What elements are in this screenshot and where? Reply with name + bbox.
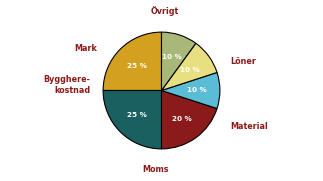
Wedge shape bbox=[162, 32, 196, 90]
Text: 25 %: 25 % bbox=[127, 63, 147, 69]
Text: 10 %: 10 % bbox=[162, 54, 182, 60]
Text: Mark: Mark bbox=[74, 44, 97, 53]
Text: Material: Material bbox=[230, 122, 268, 131]
Wedge shape bbox=[162, 90, 217, 149]
Text: Löner: Löner bbox=[230, 57, 256, 66]
Text: 10 %: 10 % bbox=[180, 67, 200, 73]
Wedge shape bbox=[162, 72, 220, 109]
Wedge shape bbox=[103, 32, 162, 90]
Text: 20 %: 20 % bbox=[172, 116, 192, 122]
Wedge shape bbox=[162, 43, 217, 90]
Text: Bygghere-
kostnad: Bygghere- kostnad bbox=[43, 75, 90, 95]
Text: Moms: Moms bbox=[142, 165, 169, 174]
Wedge shape bbox=[103, 90, 162, 149]
Text: Övrigt: Övrigt bbox=[150, 6, 179, 16]
Text: 25 %: 25 % bbox=[127, 112, 147, 118]
Text: 10 %: 10 % bbox=[187, 87, 206, 94]
